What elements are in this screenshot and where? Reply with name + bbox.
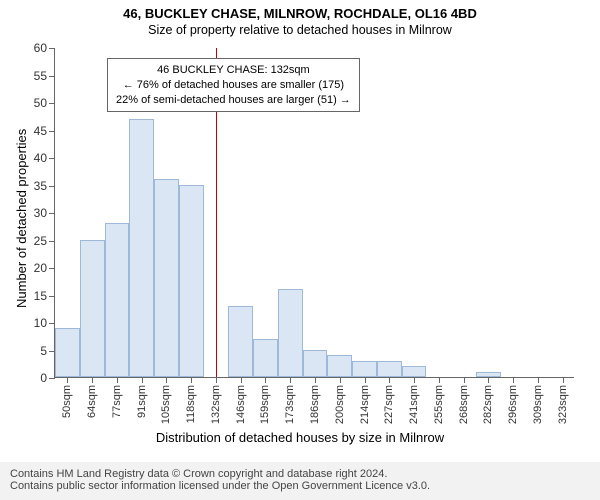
- y-tick-label: 55: [34, 69, 47, 83]
- annotation-line: ← 76% of detached houses are smaller (17…: [116, 78, 351, 93]
- x-tick-label: 241sqm: [408, 385, 420, 424]
- y-tick-label: 0: [40, 371, 47, 385]
- histogram-bar: [377, 361, 402, 378]
- histogram-bar: [80, 240, 105, 378]
- x-tick-label: 105sqm: [160, 385, 172, 424]
- annotation-line: 46 BUCKLEY CHASE: 132sqm: [116, 63, 351, 78]
- histogram-bar: [55, 328, 80, 378]
- chart-container: 46, BUCKLEY CHASE, MILNROW, ROCHDALE, OL…: [0, 0, 600, 500]
- x-tick-label: 214sqm: [359, 385, 371, 424]
- y-tick-label: 20: [34, 261, 47, 275]
- x-tick-label: 159sqm: [259, 385, 271, 424]
- x-tick-label: 309sqm: [532, 385, 544, 424]
- chart-subtitle: Size of property relative to detached ho…: [0, 21, 600, 37]
- y-tick-label: 25: [34, 234, 47, 248]
- x-tick-label: 296sqm: [507, 385, 519, 424]
- histogram-bar: [352, 361, 377, 378]
- histogram-bar: [154, 179, 179, 377]
- histogram-bar: [402, 366, 427, 377]
- histogram-bar: [179, 185, 204, 378]
- x-tick-label: 132sqm: [210, 385, 222, 424]
- y-tick-label: 60: [34, 41, 47, 55]
- histogram-bar: [228, 306, 253, 378]
- histogram-bar: [278, 289, 303, 377]
- histogram-bar: [129, 119, 154, 378]
- x-axis-label: Distribution of detached houses by size …: [0, 430, 600, 445]
- x-tick-label: 64sqm: [86, 385, 98, 418]
- y-tick-label: 50: [34, 96, 47, 110]
- x-tick-label: 77sqm: [111, 385, 123, 418]
- x-tick-label: 146sqm: [235, 385, 247, 424]
- x-tick-label: 227sqm: [383, 385, 395, 424]
- x-tick-label: 173sqm: [284, 385, 296, 424]
- y-tick-label: 45: [34, 124, 47, 138]
- y-tick-label: 10: [34, 316, 47, 330]
- footer-line1: Contains HM Land Registry data © Crown c…: [10, 468, 590, 480]
- x-tick-label: 50sqm: [61, 385, 73, 418]
- x-tick-label: 282sqm: [482, 385, 494, 424]
- histogram-bar: [253, 339, 278, 378]
- y-tick-label: 30: [34, 206, 47, 220]
- footer-line2: Contains public sector information licen…: [10, 480, 590, 492]
- x-tick-label: 186sqm: [309, 385, 321, 424]
- x-tick-label: 255sqm: [433, 385, 445, 424]
- chart-title: 46, BUCKLEY CHASE, MILNROW, ROCHDALE, OL…: [0, 0, 600, 21]
- histogram-bar: [303, 350, 328, 378]
- x-tick-label: 91sqm: [136, 385, 148, 418]
- annotation-line: 22% of semi-detached houses are larger (…: [116, 93, 351, 108]
- y-tick-label: 15: [34, 289, 47, 303]
- x-tick-label: 200sqm: [334, 385, 346, 424]
- annotation-box: 46 BUCKLEY CHASE: 132sqm← 76% of detache…: [107, 58, 360, 113]
- x-tick-label: 323sqm: [557, 385, 569, 424]
- y-tick-label: 35: [34, 179, 47, 193]
- footer-attribution: Contains HM Land Registry data © Crown c…: [0, 462, 600, 500]
- histogram-bar: [105, 223, 130, 377]
- y-axis-label: Number of detached properties: [14, 129, 29, 308]
- plot-area: 05101520253035404550556050sqm64sqm77sqm9…: [54, 48, 574, 378]
- y-tick-label: 40: [34, 151, 47, 165]
- x-tick-label: 118sqm: [185, 385, 197, 423]
- x-tick-label: 268sqm: [458, 385, 470, 424]
- y-tick-label: 5: [40, 344, 47, 358]
- histogram-bar: [327, 355, 352, 377]
